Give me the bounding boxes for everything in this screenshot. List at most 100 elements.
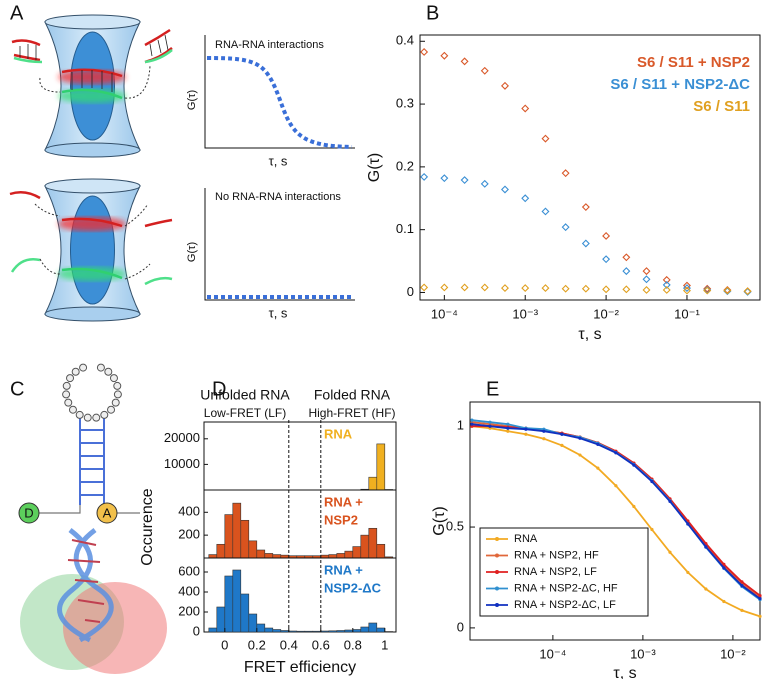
histogram-bar bbox=[352, 546, 362, 559]
data-point bbox=[460, 57, 469, 66]
data-point bbox=[542, 437, 546, 441]
data-point bbox=[488, 420, 492, 424]
nucleotide bbox=[66, 374, 75, 383]
histogram-bar bbox=[208, 554, 218, 559]
data-point bbox=[632, 504, 636, 509]
nucleotide bbox=[79, 363, 88, 372]
y-tick-label: 10000 bbox=[164, 456, 200, 471]
series-label: NSP2 bbox=[324, 512, 358, 527]
y-tick-label: 200 bbox=[178, 527, 200, 542]
legend-entry: S6 / S11 + NSP2-ΔC bbox=[610, 76, 750, 93]
x-tick-label: 10⁻² bbox=[720, 646, 746, 661]
data-point bbox=[682, 286, 691, 295]
histogram-bar bbox=[344, 629, 354, 633]
histogram-bar bbox=[288, 630, 298, 633]
data-point bbox=[740, 608, 744, 612]
header-title: Unfolded RNA bbox=[200, 387, 290, 403]
histogram-bar bbox=[208, 627, 218, 633]
data-point bbox=[642, 267, 651, 276]
data-point bbox=[722, 562, 726, 566]
data-point bbox=[470, 422, 474, 426]
data-point bbox=[743, 287, 752, 296]
header-title: Folded RNA bbox=[314, 387, 391, 403]
y-axis-label: G(τ) bbox=[366, 153, 383, 182]
data-point bbox=[578, 436, 582, 440]
panel-letter: E bbox=[486, 378, 499, 400]
histogram-bar bbox=[328, 630, 338, 633]
data-point bbox=[758, 594, 762, 598]
plot-title: No RNA-RNA interactions bbox=[215, 191, 341, 203]
y-tick-label: 600 bbox=[178, 563, 200, 578]
histogram-bar bbox=[376, 627, 386, 633]
data-point bbox=[506, 422, 510, 426]
data-point bbox=[662, 285, 671, 294]
data-point bbox=[614, 451, 618, 455]
histogram-bar bbox=[240, 593, 250, 633]
histogram-bar bbox=[224, 575, 234, 633]
histogram-bar bbox=[368, 476, 378, 491]
header-subtitle: High-FRET (HF) bbox=[308, 406, 395, 420]
y-axis-label: G(τ) bbox=[186, 90, 198, 110]
y-axis-label: Occurence bbox=[139, 488, 156, 565]
nucleotide bbox=[109, 374, 118, 383]
x-tick-label: 10⁻¹ bbox=[674, 306, 700, 321]
x-tick-label: 0.2 bbox=[248, 637, 266, 652]
series-label: RNA + bbox=[324, 562, 363, 577]
plot-frame bbox=[469, 401, 761, 641]
data-point bbox=[541, 207, 550, 216]
data-point bbox=[581, 284, 590, 293]
data-point bbox=[686, 570, 690, 575]
histogram-bar bbox=[248, 613, 258, 633]
y-tick-label: 0 bbox=[407, 284, 414, 299]
data-point bbox=[650, 479, 654, 484]
data-point bbox=[561, 169, 570, 178]
y-tick-label: 0.3 bbox=[396, 96, 414, 111]
legend-swatch bbox=[495, 570, 499, 574]
data-point bbox=[686, 522, 690, 526]
histogram-bar bbox=[360, 626, 370, 633]
nucleotide bbox=[96, 363, 105, 372]
data-point bbox=[488, 424, 492, 428]
y-axis-label: G(τ) bbox=[431, 506, 448, 535]
histogram-bar bbox=[328, 554, 338, 559]
panel-letter: B bbox=[426, 2, 439, 24]
data-point bbox=[642, 285, 651, 294]
data-point bbox=[420, 172, 429, 181]
data-point bbox=[460, 283, 469, 292]
histogram-bar bbox=[352, 629, 362, 633]
series-label: RNA bbox=[324, 426, 353, 441]
data-point bbox=[506, 426, 510, 430]
histogram-bar bbox=[248, 540, 258, 559]
data-point bbox=[521, 194, 530, 203]
data-point bbox=[722, 599, 726, 604]
histogram-bar bbox=[232, 502, 242, 559]
acceptor-label: A bbox=[103, 505, 112, 520]
data-point bbox=[704, 545, 708, 549]
x-tick-label: 0 bbox=[221, 637, 228, 652]
histogram-bar bbox=[320, 630, 330, 633]
data-point bbox=[602, 255, 611, 264]
y-tick-label: 1 bbox=[457, 418, 464, 433]
histogram-bar bbox=[376, 443, 386, 491]
x-tick-label: 10⁻² bbox=[593, 306, 619, 321]
x-tick-label: 0.8 bbox=[344, 637, 362, 652]
nucleotide bbox=[100, 410, 109, 419]
data-point bbox=[703, 286, 712, 295]
y-tick-label: 0.4 bbox=[396, 33, 414, 48]
data-point bbox=[642, 275, 651, 284]
legend-entry: RNA + NSP2, LF bbox=[514, 566, 597, 578]
data-point bbox=[480, 66, 489, 75]
legend-swatch bbox=[495, 603, 499, 607]
legend-swatch bbox=[495, 586, 499, 591]
y-tick-label: 0.5 bbox=[446, 518, 464, 533]
data-point bbox=[521, 104, 530, 113]
data-point bbox=[723, 286, 732, 295]
data-point bbox=[662, 275, 671, 284]
x-tick-label: 0.4 bbox=[280, 637, 298, 652]
data-point bbox=[703, 284, 712, 293]
confocal-volume bbox=[11, 14, 173, 158]
donor-label: D bbox=[24, 505, 33, 520]
y-tick-label: 200 bbox=[178, 603, 200, 618]
schematic-plot: RNA-RNA interactions G(τ) τ, s bbox=[186, 35, 355, 168]
histogram-bar bbox=[336, 553, 346, 559]
